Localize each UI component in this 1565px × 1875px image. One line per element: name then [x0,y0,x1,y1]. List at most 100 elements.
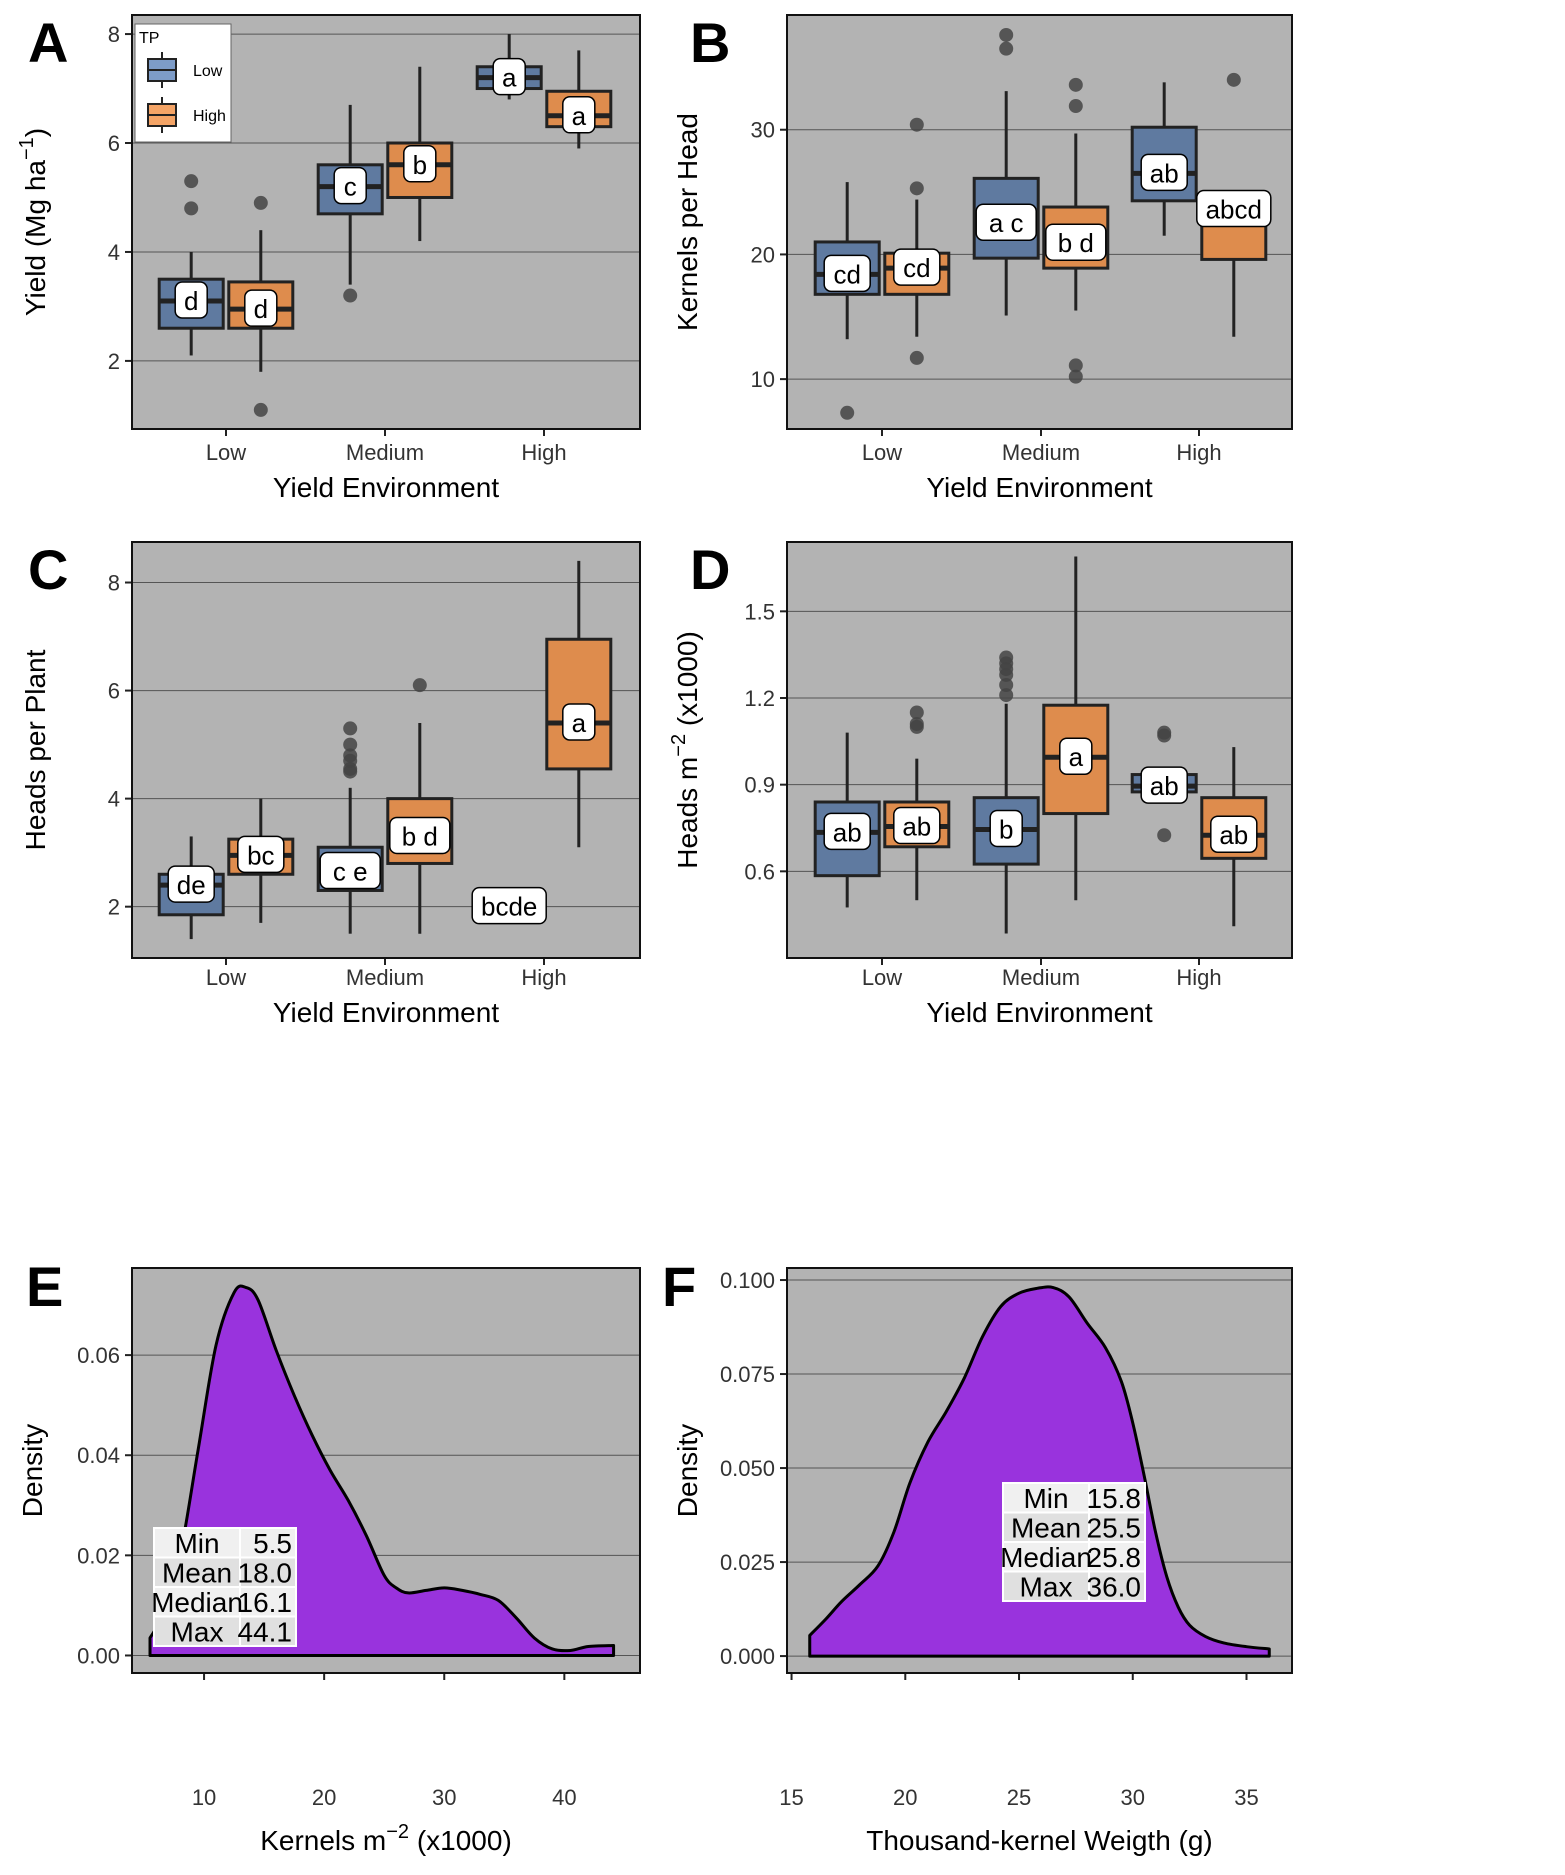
panel-letter-b: B [690,11,730,74]
box-high-medium: b d [386,678,454,934]
x-axis-title-superscript: −2 [386,1821,409,1843]
outlier-point [909,350,924,365]
plot-border [131,14,641,430]
legend-title: TP [139,30,159,47]
y-tick-label: 8 [108,571,120,596]
significance-label-bg [823,812,871,851]
x-axis-title: Yield Environment [273,997,499,1028]
box-high-low: bc [227,798,295,923]
stats-label-cell [1002,1541,1090,1573]
y-axis-title-text: Kernels per Head [672,113,703,331]
y-tick-label: 0.9 [744,773,775,798]
y-axis-title-superscript: −2 [668,734,690,757]
significance-label: cd [903,253,930,283]
y-axis-title: Yield (Mg ha−1) [16,128,51,316]
outlier-point [253,195,268,210]
stats-value-cell [1088,1511,1146,1543]
significance-label-bg [562,96,596,134]
stats-value: 15.8 [1087,1483,1142,1514]
panel-d-heads-per-m2: 0.6 0.9 1.2 1.5 ab b ab ab a ab Low Medium High Yield… [668,541,1293,1028]
outlier-point [343,737,358,752]
x-tick-label: 20 [312,1785,336,1810]
x-tick-label: Low [862,965,902,990]
x-axis-title-text: Yield Environment [273,997,499,1028]
significance-label-bg [1210,815,1258,853]
y-tick-label: 0.04 [77,1443,120,1468]
significance-label: ab [902,812,931,842]
stats-value: 36.0 [1087,1572,1142,1603]
plot-border [786,541,1293,959]
stats-label: Min [174,1528,219,1559]
stats-value-cell [239,1556,297,1588]
x-axis-title-text: Yield Environment [926,472,1152,503]
y-axis-title: Kernels per Head [672,113,703,331]
x-axis-title-text: Thousand-kernel Weigth (g) [866,1825,1213,1856]
outlier-point [184,174,199,189]
y-axis-title-text: Yield (Mg ha [20,160,51,317]
y-tick-label: 6 [108,131,120,156]
box-high-high: ab [1200,747,1268,927]
stats-label-cell [153,1615,241,1647]
x-tick-label: 40 [552,1785,576,1810]
outlier-point [909,181,924,196]
stats-value-cell [239,1527,297,1559]
x-axis-title: Thousand-kernel Weigth (g) [866,1825,1213,1856]
stats-value-cell [1088,1482,1146,1514]
significance-label: b d [1058,228,1094,258]
y-tick-label: 0.6 [744,859,775,884]
y-axis-title-text: Density [17,1424,48,1517]
stats-row: Min 5.5 [153,1527,297,1559]
significance-label-bg [237,835,285,874]
outlier-point [1157,725,1172,740]
plot-border [131,1267,641,1674]
stats-label: Median [1000,1542,1092,1573]
significance-label: a [1069,742,1084,772]
stats-row: Mean 18.0 [153,1556,297,1589]
outlier-point [1068,99,1083,114]
y-tick-label: 4 [108,240,120,265]
stats-row: Mean 25.5 [1002,1511,1146,1544]
significance-label: a c [989,208,1024,238]
box-high-high: a [545,560,613,848]
stats-row: Max 44.1 [153,1615,297,1648]
y-axis-title-superscript: −1 [16,137,38,160]
significance-label-bg [333,166,367,205]
y-tick-label: 1.2 [744,686,775,711]
x-tick-label: Medium [1002,440,1080,465]
significance-label-bg [492,57,526,96]
density-curve [808,1285,1271,1658]
x-tick-label: High [521,440,566,465]
y-tick-label: 20 [751,242,775,267]
stats-label: Max [171,1617,224,1648]
y-tick-label: 1.5 [744,599,775,624]
y-tick-label: 0.075 [720,1362,775,1387]
x-axis-title: Yield Environment [273,472,499,503]
box-high-low: cd [883,117,951,365]
significance-label: a [502,63,517,93]
outlier-point [253,402,268,417]
outlier-point [343,721,358,736]
plot-border [786,14,1293,430]
significance-label: b [413,150,427,180]
box-low-low: cd [813,182,881,420]
outlier-point [1068,77,1083,92]
stats-value: 25.8 [1087,1542,1142,1573]
x-tick-label: Medium [346,440,424,465]
y-tick-label: 30 [751,118,775,143]
box-low-medium: b [972,650,1040,934]
x-axis-title: Kernels m−2 (x1000) [260,1821,512,1856]
stats-value-cell [239,1586,297,1618]
significance-label-bg [1140,766,1188,804]
y-tick-label: 6 [108,679,120,704]
significance-label: ab [1150,771,1179,801]
x-tick-label: Low [206,965,246,990]
box-low-medium: a c [972,27,1040,316]
panel-letter-f: F [662,1255,696,1318]
box-high-medium: a [1042,556,1110,901]
box-low-low: de [157,836,225,940]
y-axis-title-tail: (x1000) [672,631,703,734]
significance-label: cd [833,259,860,289]
